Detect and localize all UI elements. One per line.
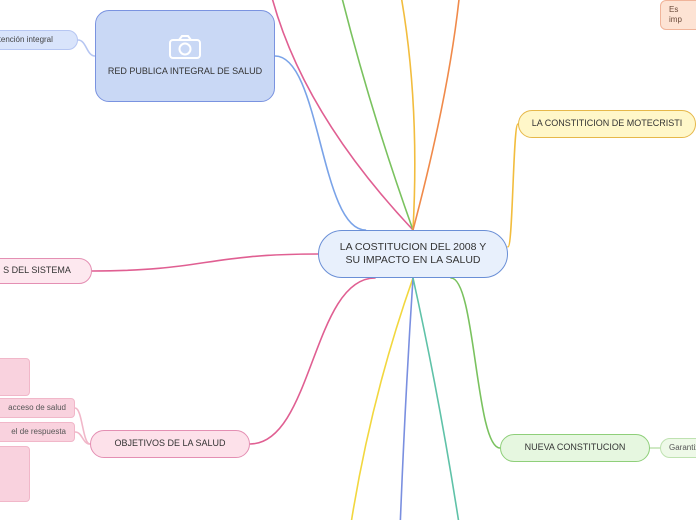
node-img_box_top[interactable]: [0, 358, 30, 396]
node-label: S DEL SISTEMA: [0, 265, 83, 276]
node-label: el de respuesta: [0, 427, 66, 437]
node-acceso_salud[interactable]: acceso de salud: [0, 398, 75, 418]
node-label: LA COSTITUCION DEL 2008 YSU IMPACTO EN L…: [327, 241, 499, 267]
node-label: Esimp: [669, 5, 696, 25]
node-atencion_integral[interactable]: de atención integral: [0, 30, 78, 50]
node-red_publica[interactable]: RED PUBLICA INTEGRAL DE SALUD: [95, 10, 275, 102]
node-label: OBJETIVOS DE LA SALUD: [99, 438, 241, 449]
node-nueva_const[interactable]: NUEVA CONSTITUCION: [500, 434, 650, 462]
node-constiticion_motecristi[interactable]: LA CONSTITICION DE MOTECRISTI: [518, 110, 696, 138]
mindmap-stage: LA COSTITUCION DEL 2008 YSU IMPACTO EN L…: [0, 0, 696, 520]
node-label: Garantiza de derechos para al: [669, 443, 696, 453]
node-label: RED PUBLICA INTEGRAL DE SALUD: [104, 66, 266, 77]
node-label: acceso de salud: [0, 403, 66, 413]
node-garantiza[interactable]: Garantiza de derechos para al: [660, 438, 696, 458]
node-label: de atención integral: [0, 35, 69, 45]
central-node[interactable]: LA COSTITUCION DEL 2008 YSU IMPACTO EN L…: [318, 230, 508, 278]
node-respuesta[interactable]: el de respuesta: [0, 422, 75, 442]
node-label: LA CONSTITICION DE MOTECRISTI: [527, 118, 687, 129]
camera-icon: [168, 34, 202, 60]
node-img_box_bottom[interactable]: [0, 446, 30, 502]
node-sistema[interactable]: S DEL SISTEMA: [0, 258, 92, 284]
node-objetivos[interactable]: OBJETIVOS DE LA SALUD: [90, 430, 250, 458]
node-top_right_snippet[interactable]: Esimp: [660, 0, 696, 30]
node-label: NUEVA CONSTITUCION: [509, 442, 641, 453]
